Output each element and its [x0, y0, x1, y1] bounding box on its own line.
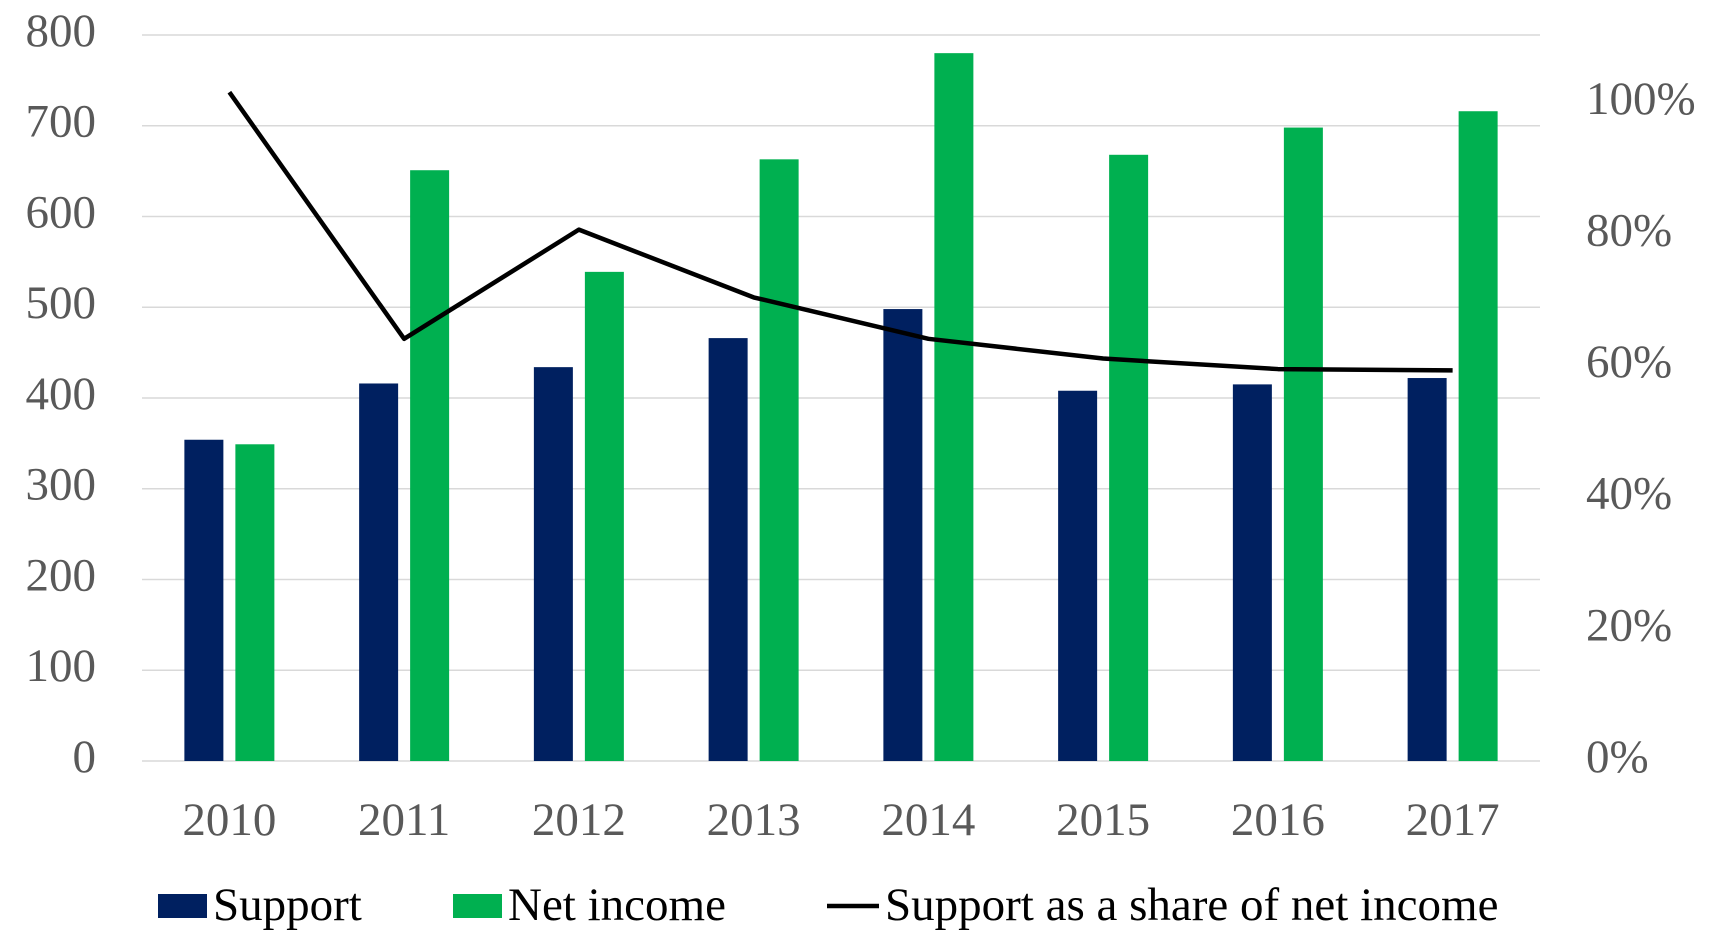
y-tick-label: 100: [26, 640, 97, 692]
x-tick-label: 2014: [881, 794, 975, 846]
y-tick-label: 300: [26, 459, 97, 511]
y-tick-label: 400: [26, 368, 97, 420]
y2-tick-label: 0%: [1586, 731, 1649, 783]
y2-tick-label: 100%: [1586, 73, 1696, 125]
y-tick-label: 600: [26, 186, 97, 238]
y2-tick-label: 80%: [1586, 205, 1672, 257]
x-tick-label: 2012: [532, 794, 626, 846]
legend-label: Support: [213, 879, 362, 931]
bar: [1458, 111, 1498, 762]
bar: [1058, 390, 1098, 761]
line: [227, 90, 1453, 373]
bar: [235, 444, 275, 761]
bar: [934, 53, 974, 761]
bar: [359, 383, 399, 761]
y-tick-label: 0: [73, 731, 97, 783]
x-tick-label: 2017: [1406, 794, 1500, 846]
y-tick-label: 700: [26, 96, 97, 148]
bar: [1232, 384, 1272, 761]
bar: [184, 439, 224, 761]
y2-tick-label: 40%: [1586, 468, 1672, 520]
x-tick-label: 2011: [358, 794, 450, 846]
legend-swatch: [453, 894, 502, 918]
legend-label: Net income: [508, 879, 726, 931]
bar: [584, 271, 624, 761]
bar: [1283, 127, 1323, 761]
y-tick-label: 800: [26, 5, 97, 57]
legend-swatch: [158, 894, 207, 918]
y2-tick-label: 60%: [1586, 336, 1672, 388]
bar: [708, 338, 748, 761]
y2-tick-label: 20%: [1586, 599, 1672, 651]
bar: [1109, 154, 1149, 762]
legend-label: Support as a share of net income: [885, 879, 1498, 931]
bar: [533, 367, 573, 761]
bar: [410, 170, 450, 761]
y-tick-label: 200: [26, 549, 97, 601]
bar: [1407, 378, 1447, 761]
y-tick-label: 500: [26, 277, 97, 329]
x-tick-label: 2016: [1231, 794, 1325, 846]
bar: [759, 159, 799, 761]
x-tick-label: 2013: [707, 794, 801, 846]
bar: [883, 309, 923, 761]
x-tick-label: 2015: [1056, 794, 1150, 846]
x-tick-label: 2010: [182, 794, 276, 846]
